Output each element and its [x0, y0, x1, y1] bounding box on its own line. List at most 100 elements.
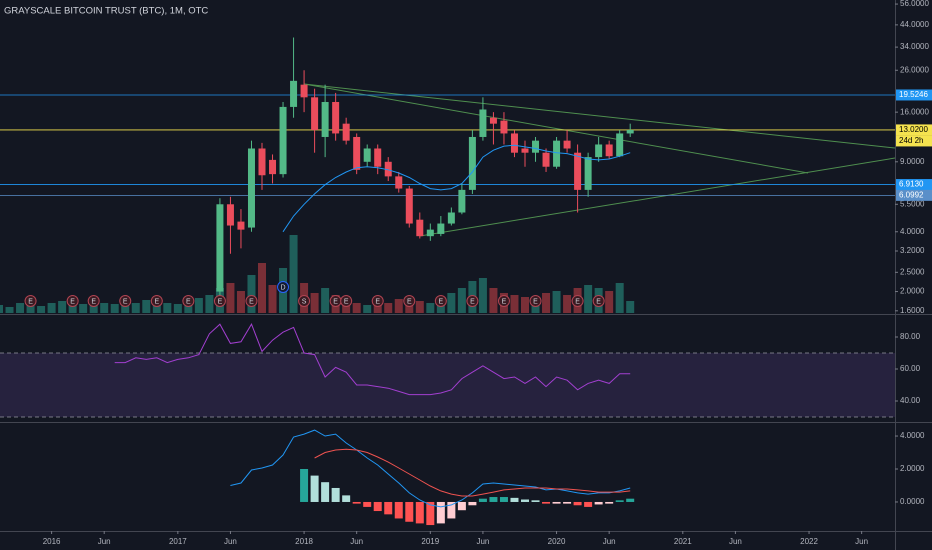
volume-bar — [584, 285, 593, 313]
event-label: E — [502, 298, 507, 305]
event-marker — [87, 295, 100, 307]
volume-bar — [489, 288, 498, 313]
event-marker — [592, 295, 605, 307]
volume-bar — [563, 295, 572, 313]
macd-line — [230, 429, 631, 508]
candle-body — [226, 204, 234, 226]
candle-body — [247, 148, 255, 228]
volume-bar — [542, 293, 551, 313]
candle-body — [616, 133, 624, 157]
event-marker — [529, 295, 542, 307]
macd-histogram-bar — [331, 487, 340, 502]
candle-body — [353, 136, 361, 170]
macd-histogram-bar — [426, 501, 435, 526]
price-label: 6.9130 — [899, 180, 924, 189]
price-axis-tick-label: 2.0000 — [900, 287, 925, 296]
candle-body — [553, 140, 561, 167]
macd-histogram-bar — [531, 500, 540, 502]
time-tick-label: Jun — [729, 537, 742, 546]
candle-body — [479, 109, 487, 137]
event-marker — [298, 295, 311, 307]
macd-histogram-bar — [300, 469, 309, 502]
volume-bar — [258, 263, 266, 313]
event-label: E — [533, 298, 538, 305]
volume-bar — [426, 303, 435, 313]
candle-body — [374, 148, 382, 167]
rsi-pane — [0, 323, 895, 418]
event-marker — [434, 295, 447, 307]
volume-bar — [478, 278, 487, 313]
volume-bar — [205, 295, 214, 313]
candle-body — [300, 84, 308, 98]
volume-bar — [552, 291, 561, 313]
event-label: E — [333, 298, 338, 305]
macd-histogram-bar — [373, 501, 382, 512]
time-tick-label: 2017 — [169, 537, 187, 546]
volume-bar — [626, 301, 635, 313]
volume-bar — [58, 301, 67, 313]
rsi-axis-tick-label: 40.00 — [900, 396, 921, 405]
macd-histogram-bar — [405, 501, 414, 522]
macd-histogram-bar — [499, 497, 508, 502]
price-label-box — [896, 89, 932, 101]
volume-bar — [110, 304, 119, 313]
price-pane: E E E E E E E E S E E E E E E E E E ED — [0, 37, 895, 313]
event-marker — [182, 295, 195, 307]
candle-body — [321, 101, 329, 137]
candle-body — [279, 106, 287, 175]
candle-body — [342, 123, 350, 141]
event-marker — [150, 295, 163, 307]
price-axis-tick-label: 16.0000 — [900, 107, 929, 116]
price-label-box — [896, 179, 932, 191]
candle-body — [395, 176, 403, 189]
candle-body — [595, 144, 603, 158]
volume-bar — [121, 305, 130, 313]
rsi-axis-tick-label: 60.00 — [900, 364, 921, 373]
macd-histogram-bar — [542, 501, 551, 504]
price-axis-tick-label: 56.0000 — [900, 0, 929, 8]
candle-body — [584, 157, 592, 190]
event-marker — [213, 295, 226, 307]
macd-histogram-bar — [310, 475, 319, 502]
time-tick-label: Jun — [476, 537, 489, 546]
time-tick-label: 2022 — [800, 537, 818, 546]
candle-body — [447, 212, 455, 224]
trendline — [419, 157, 895, 237]
volume-bar — [142, 300, 151, 313]
price-label: 19.5246 — [899, 90, 928, 99]
event-marker — [571, 295, 584, 307]
macd-histogram-bar — [626, 498, 635, 502]
candle-body — [563, 140, 571, 149]
macd-histogram-bar — [436, 501, 445, 524]
event-label: E — [154, 298, 159, 305]
event-label: E — [575, 298, 580, 305]
candle-body — [626, 129, 634, 134]
candle-body — [332, 101, 340, 134]
event-label: S — [302, 298, 307, 305]
candle-body — [405, 188, 413, 224]
macd-histogram-bar — [321, 482, 330, 502]
event-label: E — [70, 298, 75, 305]
candle-body — [458, 189, 466, 213]
event-label: E — [28, 298, 33, 305]
macd-histogram-bar — [457, 501, 466, 511]
event-label: E — [344, 298, 349, 305]
event-marker — [340, 295, 353, 307]
chart-title: GRAYSCALE BITCOIN TRUST (BTC), 1M, OTC — [4, 6, 208, 17]
event-label: E — [439, 298, 444, 305]
candle-body — [269, 159, 277, 175]
time-tick-label: 2016 — [43, 537, 61, 546]
price-label: 13.0200 — [899, 125, 928, 134]
volume-bar — [247, 275, 256, 313]
event-label: E — [186, 298, 191, 305]
macd-histogram-bar — [521, 499, 529, 502]
volume-bar — [268, 285, 277, 313]
event-marker — [497, 295, 510, 307]
price-axis-tick-label: 1.6000 — [900, 306, 925, 315]
macd-histogram-bar — [573, 501, 582, 506]
macd-axis-tick-label: 2.0000 — [900, 464, 925, 473]
volume-bar — [605, 291, 614, 313]
